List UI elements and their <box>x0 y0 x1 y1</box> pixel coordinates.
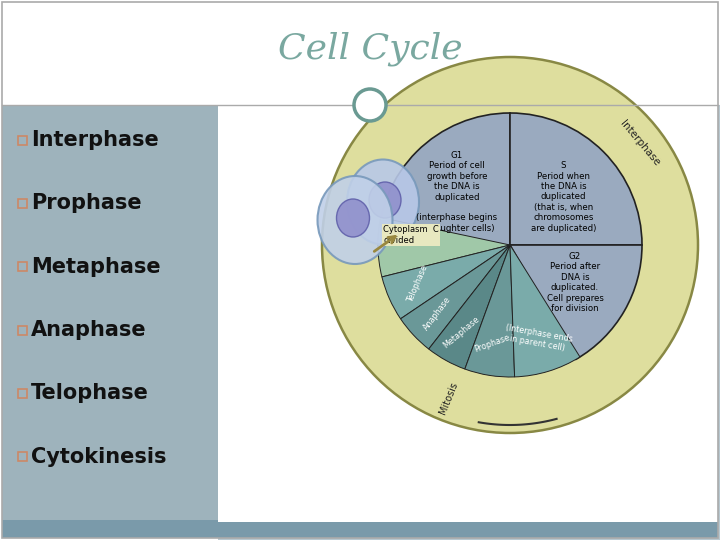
Text: Cell Cycle: Cell Cycle <box>278 31 462 66</box>
Text: G1
Period of cell
growth before
the DNA is
duplicated

(interphase begins
in dau: G1 Period of cell growth before the DNA … <box>416 151 498 233</box>
FancyBboxPatch shape <box>2 1 718 105</box>
Text: S
Period when
the DNA is
duplicated
(that is, when
chromosomes
are duplicated): S Period when the DNA is duplicated (tha… <box>531 161 596 233</box>
Circle shape <box>322 57 698 433</box>
Wedge shape <box>382 245 510 319</box>
Text: Cytokinesis: Cytokinesis <box>31 447 166 467</box>
Wedge shape <box>510 245 580 377</box>
Ellipse shape <box>347 159 419 245</box>
FancyBboxPatch shape <box>218 105 718 522</box>
Wedge shape <box>510 245 642 359</box>
Text: Metaphase: Metaphase <box>441 315 482 350</box>
FancyBboxPatch shape <box>218 105 720 540</box>
FancyBboxPatch shape <box>2 520 718 538</box>
Wedge shape <box>400 245 510 349</box>
Text: Anaphase: Anaphase <box>31 320 147 340</box>
Wedge shape <box>510 113 642 245</box>
Wedge shape <box>378 113 510 245</box>
Text: Telophase: Telophase <box>31 383 149 403</box>
Ellipse shape <box>336 199 369 237</box>
Text: Metaphase: Metaphase <box>31 256 161 276</box>
Text: Prophase: Prophase <box>31 193 142 213</box>
Text: Mitosis: Mitosis <box>437 380 459 416</box>
Wedge shape <box>428 245 510 369</box>
Text: Interphase: Interphase <box>31 130 158 150</box>
Text: Anaphase: Anaphase <box>421 295 452 332</box>
Text: Cytoplasm  C
divided: Cytoplasm C divided <box>383 225 438 245</box>
Circle shape <box>354 89 386 121</box>
Text: (Interphase ends
in parent cell): (Interphase ends in parent cell) <box>503 323 574 354</box>
Wedge shape <box>378 218 510 277</box>
Text: Telophase: Telophase <box>406 264 430 304</box>
Ellipse shape <box>318 176 392 264</box>
Text: Interphase: Interphase <box>618 119 662 168</box>
Ellipse shape <box>369 182 401 218</box>
Text: Prophase: Prophase <box>474 333 512 354</box>
FancyBboxPatch shape <box>2 105 218 522</box>
Text: G2
Period after
DNA is
duplicated.
Cell prepares
for division: G2 Period after DNA is duplicated. Cell … <box>546 252 603 313</box>
Wedge shape <box>465 245 515 377</box>
